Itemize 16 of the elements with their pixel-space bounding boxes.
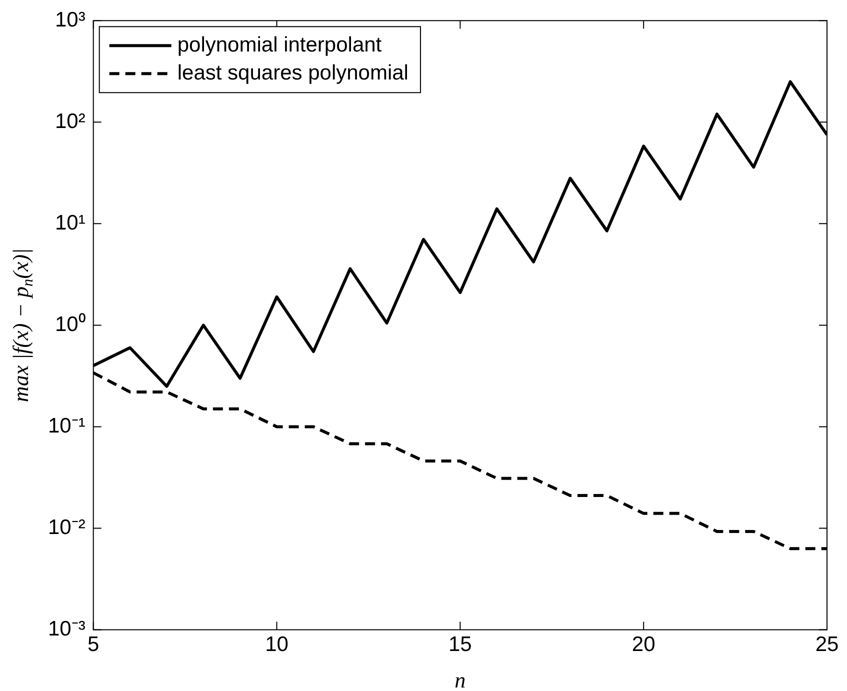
y-tick-label: 10³ [54,8,86,32]
y-tick-label: 10⁰ [54,312,86,336]
y-tick-label: 10² [54,110,86,133]
y-tick-label: 10⁻³ [48,618,86,641]
x-tick-label: 15 [448,633,472,656]
legend-label: polynomial interpolant [177,33,382,56]
x-axis-title: n [454,668,466,691]
y-tick-label: 10⁻¹ [48,414,86,438]
legend-label: least squares polynomial [177,61,408,84]
x-tick-label: 10 [265,633,288,656]
y-tick-label: 10⁻² [48,516,86,540]
y-tick-label: 10¹ [54,211,86,234]
y-axis-title: max |f(x) − pn(x)| [8,248,37,402]
x-tick-label: 25 [815,633,839,656]
x-tick-label: 5 [88,633,100,656]
x-tick-label: 20 [632,633,656,656]
